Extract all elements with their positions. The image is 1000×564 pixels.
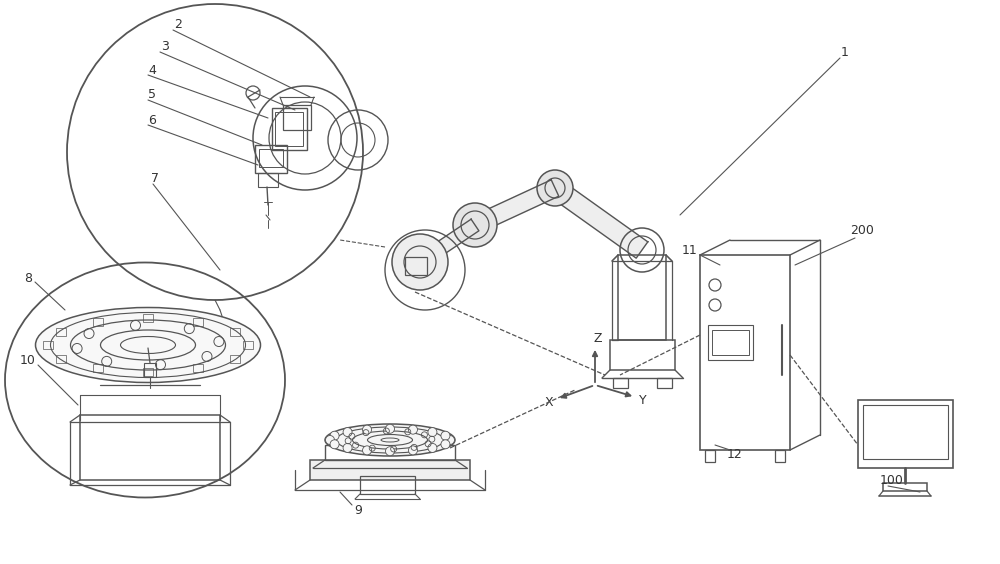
Circle shape [343,443,352,452]
Circle shape [343,428,352,437]
Text: Z: Z [594,333,602,346]
Bar [93,318,103,325]
Bar [272,108,307,150]
Circle shape [363,446,372,455]
Bar [863,405,948,459]
Polygon shape [549,180,648,258]
Circle shape [330,431,339,440]
Text: 2: 2 [174,19,182,32]
Bar [883,483,927,491]
Bar [144,363,156,377]
Bar [613,378,628,388]
Text: X: X [545,396,553,409]
Bar [657,378,672,388]
Text: 12: 12 [727,448,743,461]
Bar [275,112,303,146]
Polygon shape [416,219,479,268]
Bar [255,145,287,173]
Text: 8: 8 [24,271,32,284]
Bar [708,325,753,360]
Bar [712,330,749,355]
Polygon shape [471,180,559,233]
Bar [143,314,153,322]
Circle shape [326,435,334,444]
Bar [310,460,470,480]
Bar [258,173,278,187]
Text: 4: 4 [148,64,156,77]
Ellipse shape [325,424,455,456]
Bar [360,476,415,494]
Bar [230,355,240,363]
Circle shape [441,431,450,440]
Circle shape [408,446,417,455]
Circle shape [330,440,339,449]
Bar [610,340,675,370]
Bar [143,368,153,376]
Text: 3: 3 [161,41,169,54]
Text: 1: 1 [841,46,849,59]
Bar [80,415,220,480]
Text: 11: 11 [682,244,698,257]
Bar [56,328,66,336]
Bar [705,450,715,462]
Circle shape [408,425,417,434]
Text: 7: 7 [151,171,159,184]
Text: 6: 6 [148,113,156,126]
Text: 100: 100 [880,474,904,487]
Circle shape [537,170,573,206]
Text: Y: Y [639,394,647,407]
Bar [858,400,953,468]
Bar [283,105,311,130]
Circle shape [446,435,454,444]
Bar [93,364,103,372]
Ellipse shape [36,307,260,382]
Bar [325,445,455,460]
Text: 10: 10 [20,354,36,367]
Circle shape [386,447,394,456]
Bar [56,355,66,363]
Circle shape [428,443,437,452]
Bar [193,318,203,325]
Bar [230,328,240,336]
Bar [193,364,203,372]
Bar [43,341,53,349]
Circle shape [363,425,372,434]
Circle shape [428,428,437,437]
Bar [775,450,785,462]
Text: 200: 200 [850,223,874,236]
Bar [405,257,427,275]
Bar [259,149,283,167]
Circle shape [392,234,448,290]
Circle shape [453,203,497,247]
Bar [243,341,253,349]
Bar [700,255,790,450]
Bar [618,255,666,340]
Circle shape [441,440,450,449]
Circle shape [386,424,394,433]
Text: 5: 5 [148,89,156,102]
Text: 9: 9 [354,504,362,517]
